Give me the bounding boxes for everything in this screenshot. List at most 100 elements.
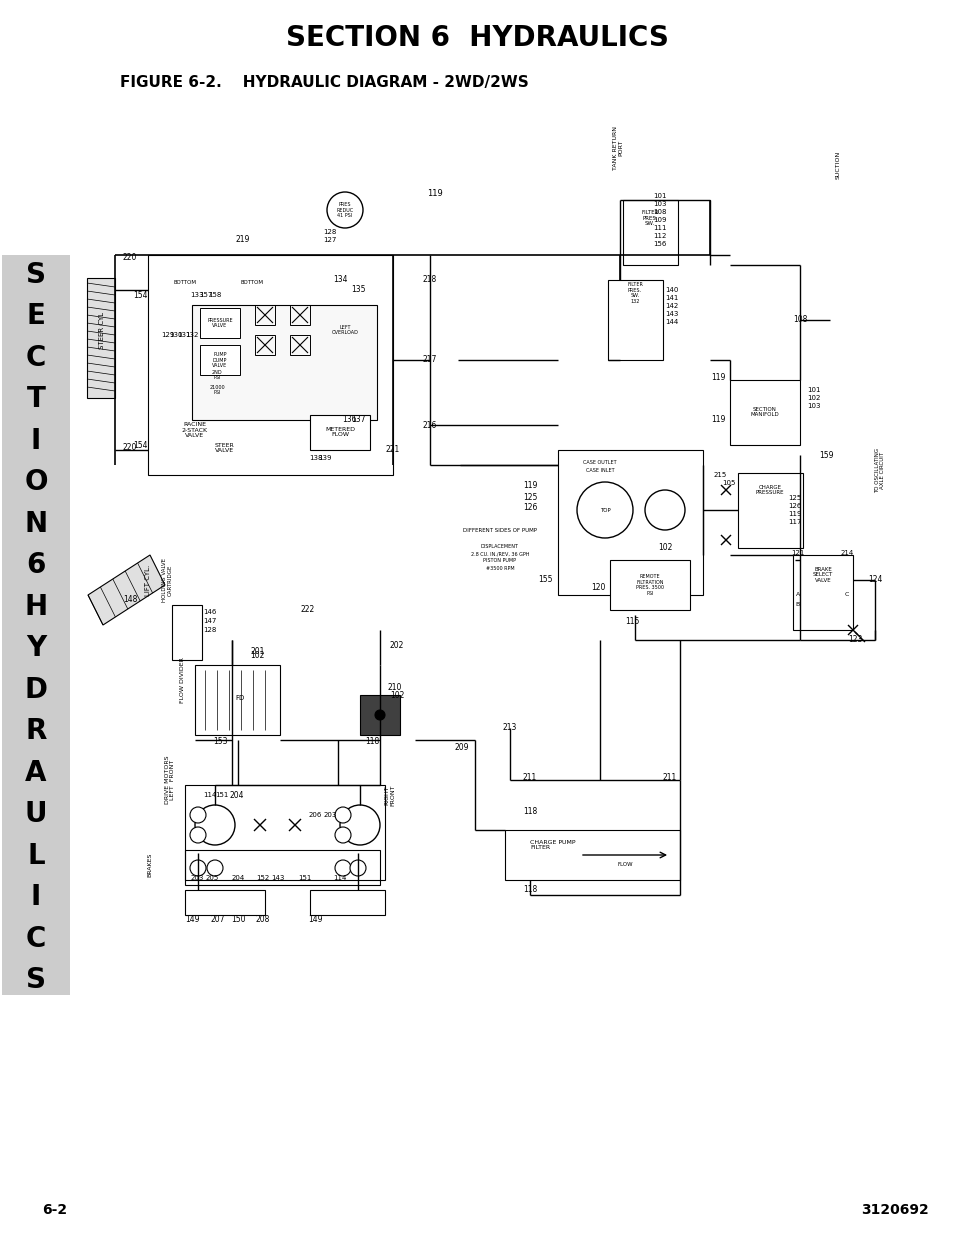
Text: I: I	[30, 427, 41, 454]
Text: 126: 126	[522, 503, 537, 511]
Text: PUMP
DUMP
VALVE: PUMP DUMP VALVE	[213, 352, 228, 368]
Text: 144: 144	[664, 319, 678, 325]
Text: 146: 146	[203, 609, 216, 615]
Text: 207: 207	[211, 915, 225, 925]
Circle shape	[190, 827, 206, 844]
Text: 119: 119	[710, 415, 724, 425]
Text: TANK RETURN
PORT: TANK RETURN PORT	[612, 126, 622, 170]
Text: 203: 203	[323, 811, 336, 818]
Text: 103: 103	[653, 201, 666, 207]
Text: 216: 216	[422, 420, 436, 430]
Text: SECTION
MANIFOLD: SECTION MANIFOLD	[750, 406, 779, 417]
Text: FIGURE 6-2.    HYDRAULIC DIAGRAM - 2WD/2WS: FIGURE 6-2. HYDRAULIC DIAGRAM - 2WD/2WS	[120, 74, 528, 89]
Text: U: U	[25, 800, 48, 829]
Text: 138: 138	[309, 454, 322, 461]
Text: 108: 108	[653, 209, 666, 215]
Text: 121: 121	[790, 550, 803, 556]
Text: 143: 143	[664, 311, 678, 317]
Text: BOTTOM: BOTTOM	[240, 280, 263, 285]
Text: 126: 126	[787, 503, 801, 509]
Text: 103: 103	[806, 403, 820, 409]
Text: C: C	[844, 593, 848, 598]
Text: N: N	[25, 510, 48, 537]
Text: LEFT
OVERLOAD: LEFT OVERLOAD	[332, 325, 358, 336]
Text: 124: 124	[867, 576, 882, 584]
Circle shape	[335, 827, 351, 844]
Text: 151: 151	[215, 792, 229, 798]
Text: 211: 211	[522, 773, 537, 783]
Text: T: T	[27, 385, 46, 414]
Text: 158: 158	[208, 291, 221, 298]
Text: CHARGE PUMP
FILTER: CHARGE PUMP FILTER	[530, 840, 575, 851]
Text: 109: 109	[653, 217, 666, 224]
Text: 102: 102	[390, 690, 404, 699]
Bar	[2, 254, 70, 995]
Bar	[185, 890, 265, 915]
Text: PRES
REDUC
41 PSI: PRES REDUC 41 PSI	[336, 201, 354, 219]
Text: A: A	[795, 593, 800, 598]
Text: DIFFERENT SIDES OF PUMP: DIFFERENT SIDES OF PUMP	[462, 527, 537, 532]
Text: 119: 119	[710, 373, 724, 383]
Text: 127: 127	[323, 237, 336, 243]
Bar	[609, 559, 689, 610]
Text: HOLDING VALVE
CARTRIDGE: HOLDING VALVE CARTRIDGE	[161, 558, 172, 601]
Text: O: O	[24, 468, 48, 496]
Text: BRAKES: BRAKES	[148, 853, 152, 877]
Text: STEER CYL: STEER CYL	[99, 311, 105, 348]
Text: FLOW DIVIDER: FLOW DIVIDER	[180, 657, 185, 703]
Text: D: D	[25, 676, 48, 704]
Text: 155: 155	[537, 576, 552, 584]
Text: 206: 206	[308, 811, 321, 818]
Text: 128: 128	[323, 228, 336, 235]
Text: PRESSURE
VALVE: PRESSURE VALVE	[207, 317, 233, 329]
Text: 112: 112	[653, 233, 666, 240]
Bar	[185, 850, 379, 885]
Text: 142: 142	[664, 303, 678, 309]
Text: 118: 118	[522, 885, 537, 894]
Text: S: S	[26, 966, 46, 994]
Text: FILTER
PRES.
SW.: FILTER PRES. SW.	[640, 210, 658, 226]
Text: 102: 102	[250, 651, 264, 659]
Text: 205: 205	[205, 876, 218, 881]
Text: I: I	[30, 883, 41, 911]
Text: 130: 130	[169, 332, 183, 338]
Text: BRAKE
SELECT
VALVE: BRAKE SELECT VALVE	[812, 567, 832, 583]
Bar	[607, 280, 662, 359]
Text: 114: 114	[203, 792, 216, 798]
Text: 123: 123	[847, 636, 862, 645]
Bar	[290, 305, 310, 325]
Circle shape	[375, 710, 385, 720]
Bar	[729, 380, 800, 445]
Text: 114: 114	[333, 876, 346, 881]
Text: RIGHT
FRONT: RIGHT FRONT	[384, 784, 395, 805]
Circle shape	[644, 490, 684, 530]
Text: 21000
PSI: 21000 PSI	[209, 384, 225, 395]
Text: 152: 152	[256, 876, 270, 881]
Bar	[254, 305, 274, 325]
Text: 154: 154	[132, 441, 147, 450]
Text: FD: FD	[235, 695, 244, 701]
Bar	[87, 278, 115, 398]
Text: R: R	[26, 718, 47, 745]
Circle shape	[335, 806, 351, 823]
Text: 102: 102	[806, 395, 820, 401]
Text: 147: 147	[203, 618, 216, 624]
Text: 150: 150	[231, 915, 245, 925]
Text: 154: 154	[132, 290, 147, 300]
Text: 119: 119	[522, 480, 537, 489]
Text: FLOW: FLOW	[617, 862, 632, 867]
Text: SECTION 6  HYDRAULICS: SECTION 6 HYDRAULICS	[285, 23, 668, 52]
Text: 133: 133	[190, 291, 204, 298]
Text: 143: 143	[271, 876, 284, 881]
Text: 219: 219	[235, 236, 250, 245]
Text: 131: 131	[177, 332, 191, 338]
Text: 101: 101	[806, 387, 820, 393]
Bar	[558, 450, 702, 595]
Text: 2.8 CU. IN./REV, 36 GPH: 2.8 CU. IN./REV, 36 GPH	[470, 552, 529, 557]
Circle shape	[327, 191, 363, 228]
Bar	[504, 830, 679, 881]
Text: 218: 218	[422, 275, 436, 284]
Text: 202: 202	[390, 641, 404, 650]
Text: SUCTION: SUCTION	[835, 151, 840, 179]
Text: 2ND
PSI: 2ND PSI	[212, 369, 222, 380]
